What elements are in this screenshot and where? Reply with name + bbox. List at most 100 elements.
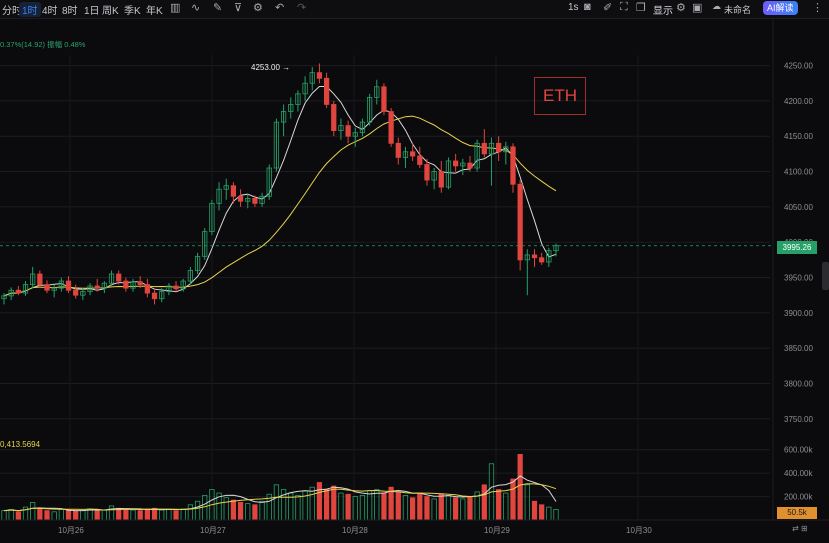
volume-bar <box>424 496 430 521</box>
volume-tick-label: 200.00k <box>784 493 813 502</box>
undo-icon[interactable]: ↶ <box>275 2 285 14</box>
volume-bar <box>539 504 545 521</box>
volume-bar <box>259 500 265 521</box>
price-tick-label: 3800.00 <box>784 379 813 388</box>
candle-body <box>553 245 559 252</box>
volume-bar <box>503 492 509 521</box>
volume-bar <box>237 502 244 521</box>
filter-icon[interactable]: ⊽ <box>234 2 243 14</box>
price-tick-label: 3950.00 <box>784 274 813 283</box>
interval-intraday[interactable]: 分时 <box>2 6 22 17</box>
redo-icon[interactable]: ↷ <box>297 2 307 14</box>
candle-body <box>417 155 423 165</box>
volume-bar <box>481 484 487 521</box>
candle-body <box>273 121 280 169</box>
moving-average-lines <box>3 86 557 297</box>
candle-body <box>187 270 194 282</box>
axis-corner-icons[interactable]: ⇄ ⊞ <box>792 524 808 533</box>
interval-8h[interactable]: 8时 <box>62 6 78 17</box>
candle-body <box>80 291 86 296</box>
candle-body <box>481 142 487 155</box>
volume-bar <box>58 509 64 521</box>
volume-tick-label: 600.00k <box>784 446 813 455</box>
time-tick-label: 10月30 <box>626 526 652 535</box>
price-tick-label: 3750.00 <box>784 415 813 424</box>
volume-bar <box>65 509 72 521</box>
candle-body <box>524 254 530 261</box>
settings-icon[interactable]: ⚙ <box>253 2 263 14</box>
interval-year[interactable]: 年K <box>146 6 163 17</box>
side-panel-handle[interactable] <box>822 262 829 290</box>
candle-body <box>259 195 265 204</box>
candle-body <box>223 185 229 190</box>
ma-slow-line <box>3 115 557 297</box>
candle-body <box>194 255 201 271</box>
more-menu-icon[interactable]: ⋮ <box>812 2 823 14</box>
copy-icon[interactable]: ❐ <box>636 2 646 14</box>
interval-1h[interactable]: 1时 <box>19 2 41 17</box>
draw-icon[interactable]: ✎ <box>213 2 223 14</box>
expand-icon[interactable]: ⛶ <box>620 1 628 13</box>
volume-bar <box>15 511 21 521</box>
candle-body <box>230 185 237 197</box>
volume-bar <box>101 509 107 521</box>
candle-body <box>44 284 50 291</box>
volume-bar <box>194 500 201 521</box>
volume-bar <box>366 490 373 521</box>
volume-bar <box>445 494 452 521</box>
candle-body <box>202 231 208 257</box>
interval-1d[interactable]: 1日 <box>84 6 100 17</box>
ai-interpret-button[interactable]: AI解读 <box>763 1 798 15</box>
layout-name-menu[interactable]: 未命名 <box>724 5 752 15</box>
volume-bar <box>395 491 401 521</box>
candle-body <box>101 282 107 289</box>
candle-body <box>180 280 186 290</box>
volume-bar <box>460 498 466 521</box>
candle-body <box>1 295 7 300</box>
volume-bar <box>173 510 179 521</box>
chart-type-icon[interactable]: ▥ <box>170 2 181 14</box>
candle-body <box>531 254 538 259</box>
fullscreen-icon[interactable]: ▣ <box>692 2 703 14</box>
peak-price-label: 4253.00 → <box>251 63 291 72</box>
volume-bar <box>187 504 194 521</box>
gear-icon[interactable]: ⚙ <box>676 2 686 14</box>
toolbar: 分时 1时 4时 8时 1日 周K 季K 年K ▥ ∿ ✎ ⊽ ⚙ ↶ ↷ 1s… <box>0 0 829 19</box>
candle-body <box>539 257 545 263</box>
candle-body <box>58 280 64 289</box>
candlestick-chart[interactable]: 4250.004200.004150.004100.004050.004000.… <box>0 19 829 543</box>
refresh-rate[interactable]: 1s <box>568 2 579 13</box>
candle-body <box>517 183 523 261</box>
volume-bar <box>51 511 57 521</box>
interval-4h[interactable]: 4时 <box>42 6 58 17</box>
time-tick-label: 10月29 <box>484 526 510 535</box>
volume-bar <box>202 494 208 521</box>
price-tick-label: 4100.00 <box>784 168 813 177</box>
interval-quarter[interactable]: 季K <box>124 6 141 17</box>
display-menu[interactable]: 显示 <box>653 6 673 17</box>
volume-bar <box>524 484 530 521</box>
camera-icon[interactable]: ◙ <box>584 1 591 13</box>
candle-body <box>8 289 14 297</box>
candle-body <box>338 125 344 131</box>
volume-bar <box>252 504 258 521</box>
candle-body <box>137 281 143 285</box>
candles <box>0 63 773 305</box>
volume-bar <box>417 492 423 521</box>
volume-bar <box>374 489 380 521</box>
candle-body <box>245 198 251 202</box>
edit-icon[interactable]: ✐ <box>603 2 613 14</box>
volume-bar <box>137 510 143 521</box>
candle-body <box>15 289 21 294</box>
candle-body <box>237 195 244 202</box>
volume-ma-lines <box>3 475 557 512</box>
current-volume-tag: 50.5k <box>777 507 817 519</box>
volume-bar <box>309 486 315 521</box>
indicator-icon[interactable]: ∿ <box>191 2 201 14</box>
volume-bar <box>553 509 559 521</box>
volume-bar <box>302 490 308 521</box>
candle-body <box>302 82 308 95</box>
interval-week[interactable]: 周K <box>102 6 119 17</box>
candle-body <box>381 86 387 112</box>
volume-bar <box>431 498 437 521</box>
